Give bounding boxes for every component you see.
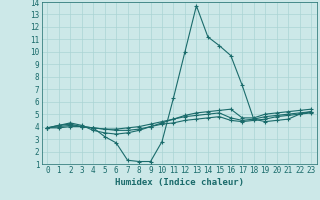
X-axis label: Humidex (Indice chaleur): Humidex (Indice chaleur) xyxy=(115,178,244,187)
